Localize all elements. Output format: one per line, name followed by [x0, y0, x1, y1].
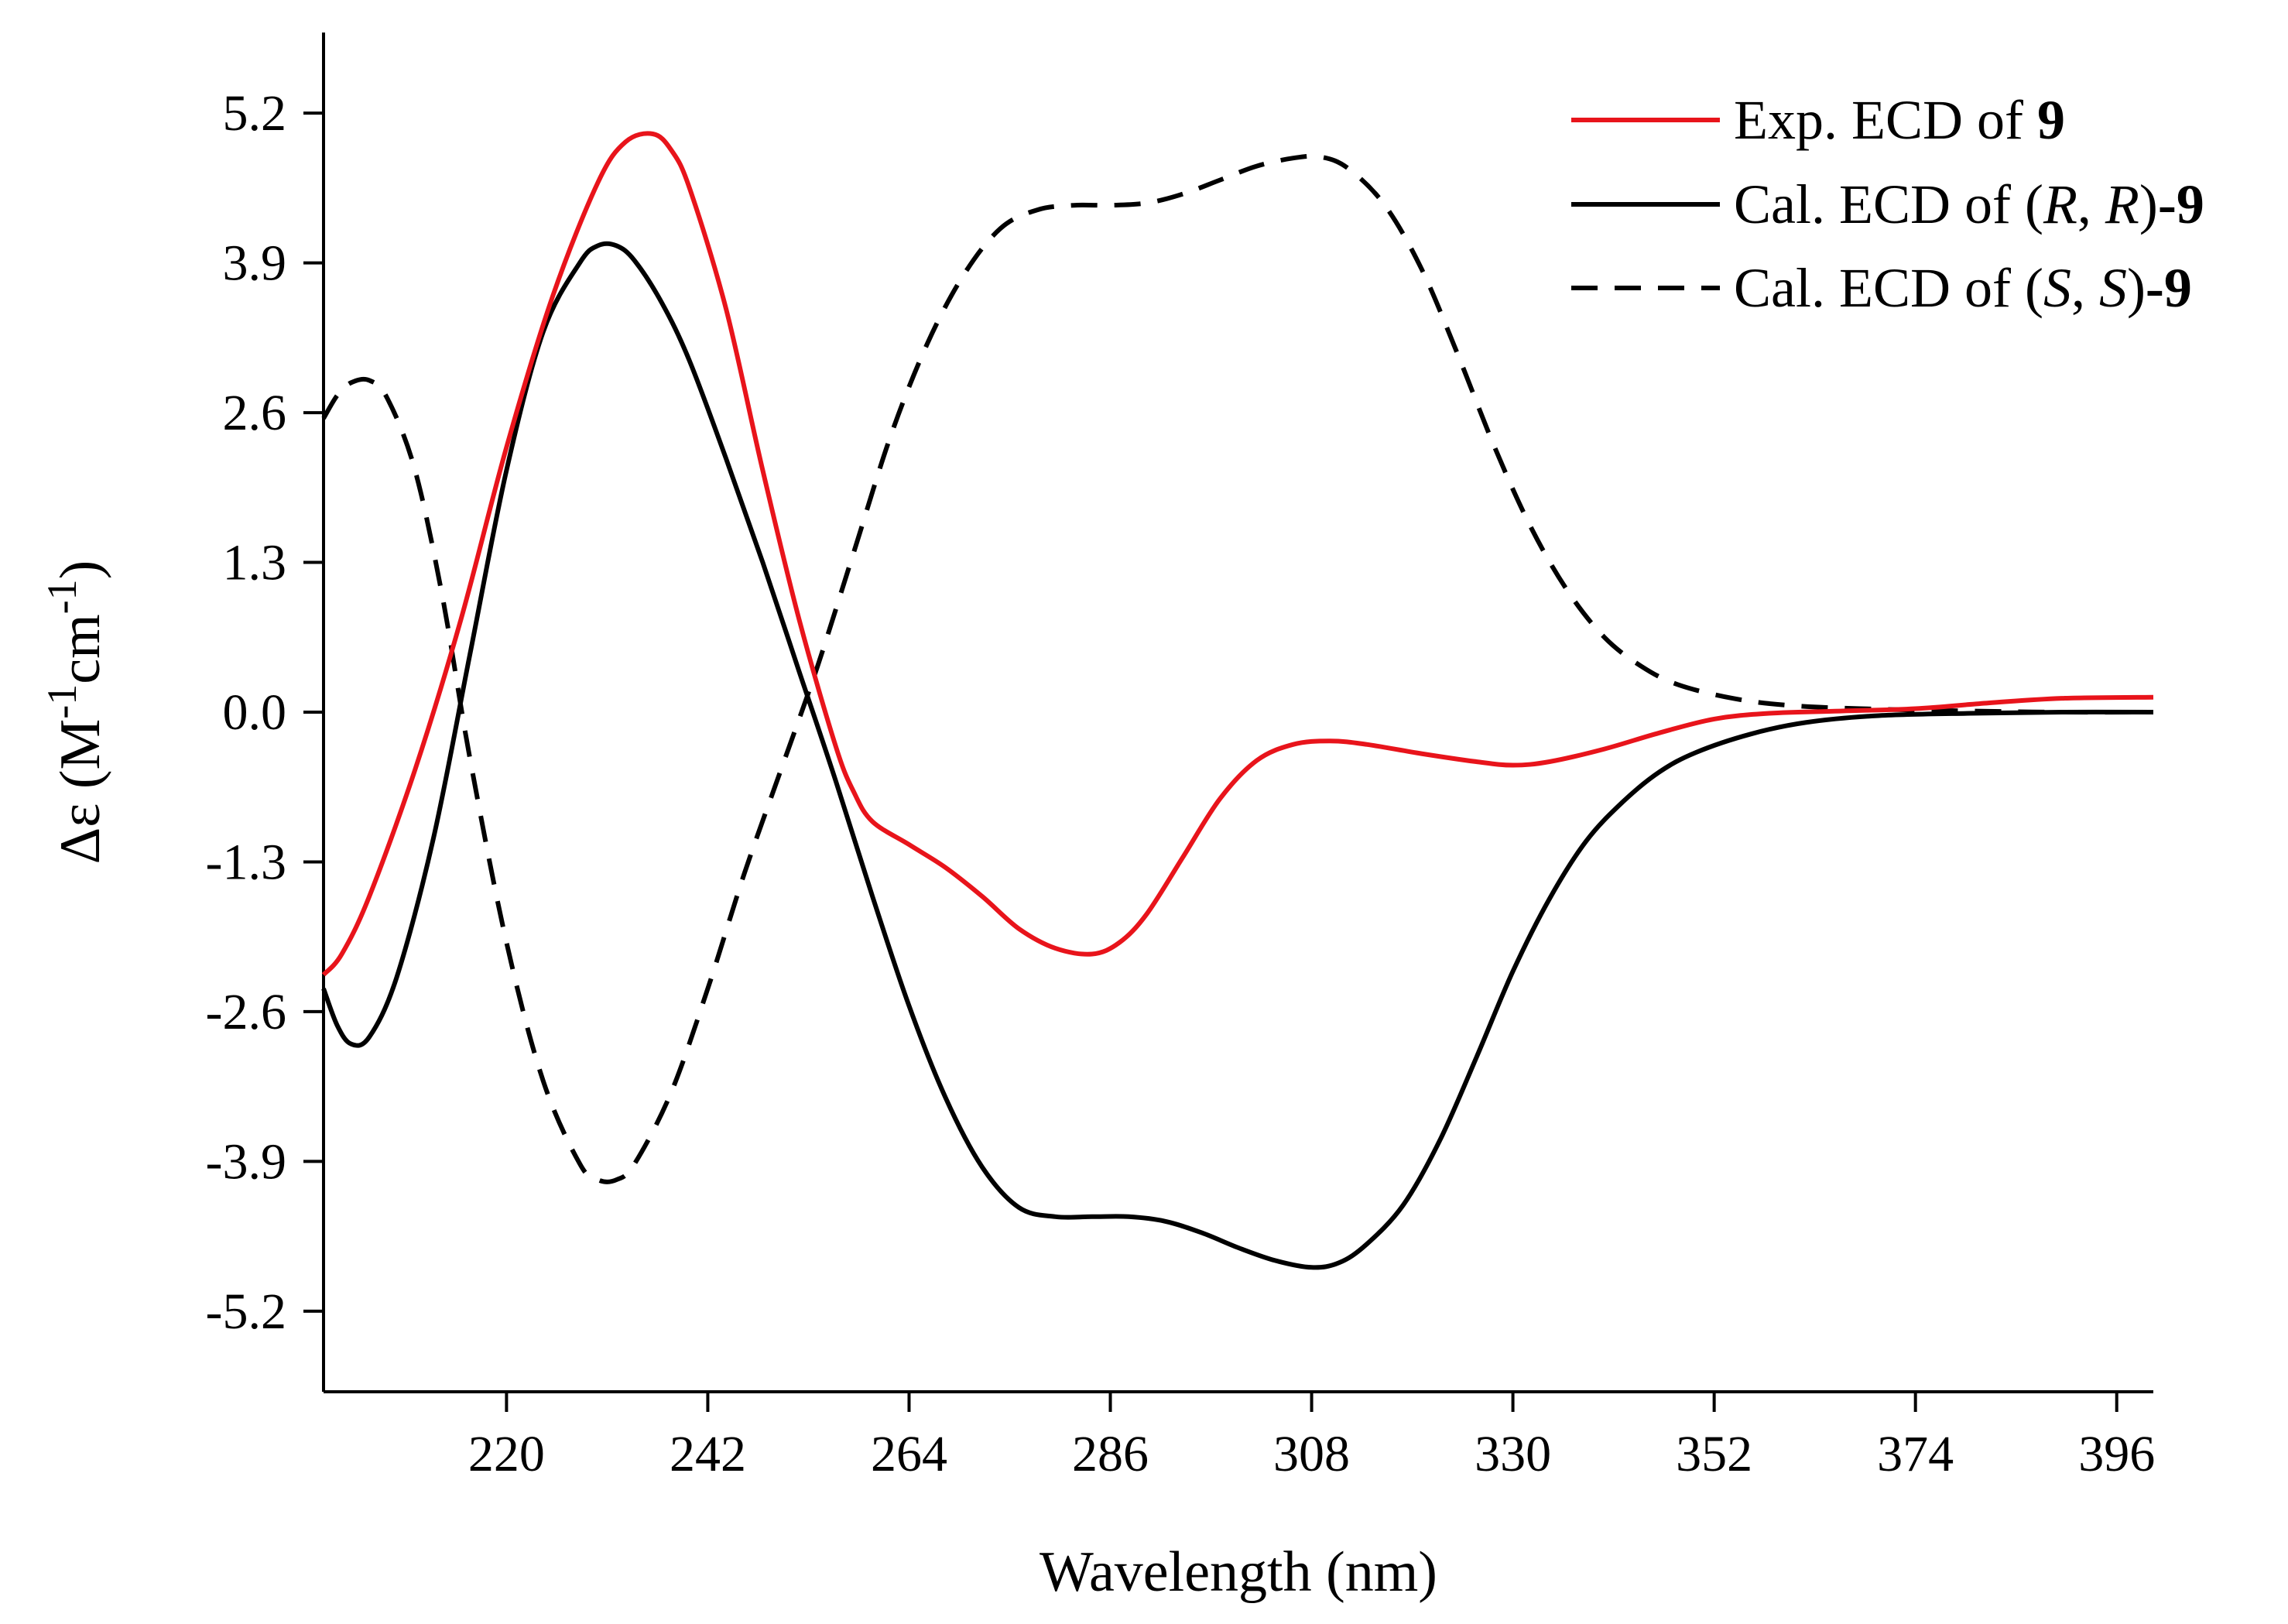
y-axis-title-middle: cm [49, 614, 112, 684]
legend-label-part: Cal. ECD of ( [1734, 173, 2043, 235]
y-tick-label: 1.3 [223, 535, 287, 591]
legend-label-part: S [2043, 257, 2071, 319]
legend-label-part: S [2099, 257, 2127, 319]
x-tick-label: 352 [1676, 1426, 1752, 1482]
y-tick-label: 0.0 [223, 684, 287, 741]
legend-label-part: ) [2139, 173, 2158, 235]
y-axis-title-sup2: -1 [39, 579, 85, 614]
y-tick-label: 2.6 [223, 385, 287, 441]
legend-label-part: -9 [2158, 173, 2204, 235]
series-line-0 [321, 131, 2154, 977]
series-line-1 [321, 241, 2154, 1270]
series-layer [321, 131, 2154, 1270]
y-axis-title-sup1: -1 [39, 684, 85, 719]
legend-label-part: 9 [2037, 89, 2065, 151]
legend-label-part: R [2043, 173, 2077, 235]
y-axis-title-suffix: ) [49, 560, 112, 580]
y-tick-label: 5.2 [223, 85, 287, 142]
series-line-2 [321, 153, 2154, 1184]
legend-label-part: ) [2127, 257, 2146, 319]
y-tick-label: -5.2 [206, 1283, 286, 1340]
legend-label-0: Exp. ECD of 9 [1734, 89, 2065, 151]
legend-label-part: R [2105, 173, 2139, 235]
svg-text:Δε (M-1cm-1): Δε (M-1cm-1) [39, 560, 112, 865]
y-ticks: 5.2 3.9 2.6 1.3 0.0 -1.3 -2.6 -3.9 -5.2 [206, 85, 324, 1340]
x-axis-title: Wavelength (nm) [1040, 1540, 1437, 1604]
x-tick-label: 330 [1475, 1426, 1551, 1482]
x-tick-label: 286 [1072, 1426, 1149, 1482]
x-tick-label: 220 [468, 1426, 545, 1482]
y-axis-title: Δε (M-1cm-1) [39, 560, 112, 865]
legend-label-part: Cal. ECD of ( [1734, 257, 2043, 319]
legend-label-1: Cal. ECD of (R, R)-9 [1734, 173, 2204, 235]
legend-label-part: , [2077, 173, 2105, 235]
legend-label-part: -9 [2146, 257, 2192, 319]
y-tick-label: -2.6 [206, 984, 286, 1040]
x-tick-label: 396 [2078, 1426, 2155, 1482]
y-tick-label: -1.3 [206, 834, 286, 890]
x-tick-label: 374 [1877, 1426, 1954, 1482]
x-tick-label: 308 [1273, 1426, 1350, 1482]
legend-label-part: , [2071, 257, 2099, 319]
x-tick-label: 242 [670, 1426, 746, 1482]
y-axis-title-prefix: Δε (M [49, 719, 112, 865]
x-ticks: 220 242 264 286 308 330 352 374 396 [468, 1392, 2155, 1482]
legend-label-2: Cal. ECD of (S, S)-9 [1734, 257, 2192, 319]
y-tick-label: -3.9 [206, 1133, 286, 1190]
y-tick-label: 3.9 [223, 235, 287, 292]
x-tick-label: 264 [871, 1426, 947, 1482]
legend-label-part: Exp. ECD of [1734, 89, 2037, 151]
